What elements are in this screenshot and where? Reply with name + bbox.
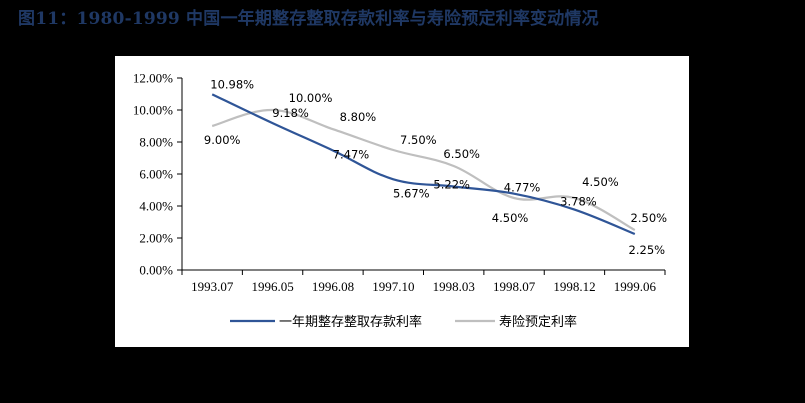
data-label: 5.22%	[433, 177, 470, 191]
x-tick-label: 1998.03	[433, 279, 475, 294]
data-label: 5.67%	[393, 186, 430, 200]
chart-title: 图11：1980-1999 中国一年期整存整取存款利率与寿险预定利率变动情况	[18, 9, 599, 29]
deposit-rate-line	[211, 93, 636, 236]
y-tick-label: 10.00%	[133, 103, 173, 118]
data-label: 6.50%	[443, 147, 480, 161]
data-label: 4.77%	[504, 181, 541, 195]
y-tick-label: 6.00%	[139, 167, 173, 182]
legend: 一年期整存整取存款利率 寿险预定利率	[230, 314, 577, 330]
data-label: 2.25%	[629, 243, 666, 257]
data-label: 3.78%	[560, 195, 597, 209]
y-tick-label: 0.00%	[139, 263, 173, 278]
axes: 0.00% 2.00% 4.00% 6.00% 8.00% 10.00% 12.00% 199…	[133, 71, 666, 294]
data-labels: 10.98% 9.18% 7.47% 5.67%5.22% 4.77% 3.78% 2.25…	[204, 77, 667, 257]
x-tick-label: 1998.07	[493, 279, 536, 294]
x-tick-label: 1997.10	[372, 279, 414, 294]
series-lines	[211, 93, 636, 236]
chart-panel: 0.00% 2.00% 4.00% 6.00% 8.00% 10.00% 12.00% 199…	[115, 56, 689, 347]
x-tick-label: 1993.07	[191, 279, 234, 294]
data-label: 10.98%	[210, 77, 254, 91]
legend-label-insurance-rate: 寿险预定利率	[499, 314, 577, 330]
y-tick-label: 8.00%	[139, 135, 173, 150]
y-tick-label: 12.00%	[133, 71, 173, 86]
data-label: 7.47%	[333, 147, 370, 161]
x-tick-label: 1999.06	[614, 279, 657, 294]
data-label: 9.18%	[272, 106, 309, 120]
line-chart: 0.00% 2.00% 4.00% 6.00% 8.00% 10.00% 12.00% 199…	[133, 71, 667, 331]
x-tick-label: 1996.08	[312, 279, 354, 294]
data-label: 2.50%	[631, 211, 668, 225]
y-tick-label: 4.00%	[139, 199, 173, 214]
data-label: 4.50%	[582, 175, 619, 189]
data-label: 7.50%	[400, 133, 437, 147]
insurance-rate-line	[211, 108, 636, 231]
data-label: 8.80%	[340, 110, 377, 124]
y-tick-label: 2.00%	[139, 231, 173, 246]
legend-label-deposit-rate: 一年期整存整取存款利率	[279, 314, 422, 330]
data-label: 10.00%	[289, 91, 333, 105]
data-label: 4.50%	[492, 211, 529, 225]
x-tick-label: 1998.12	[553, 279, 595, 294]
x-tick-label: 1996.05	[251, 279, 293, 294]
data-label: 9.00%	[204, 133, 241, 147]
